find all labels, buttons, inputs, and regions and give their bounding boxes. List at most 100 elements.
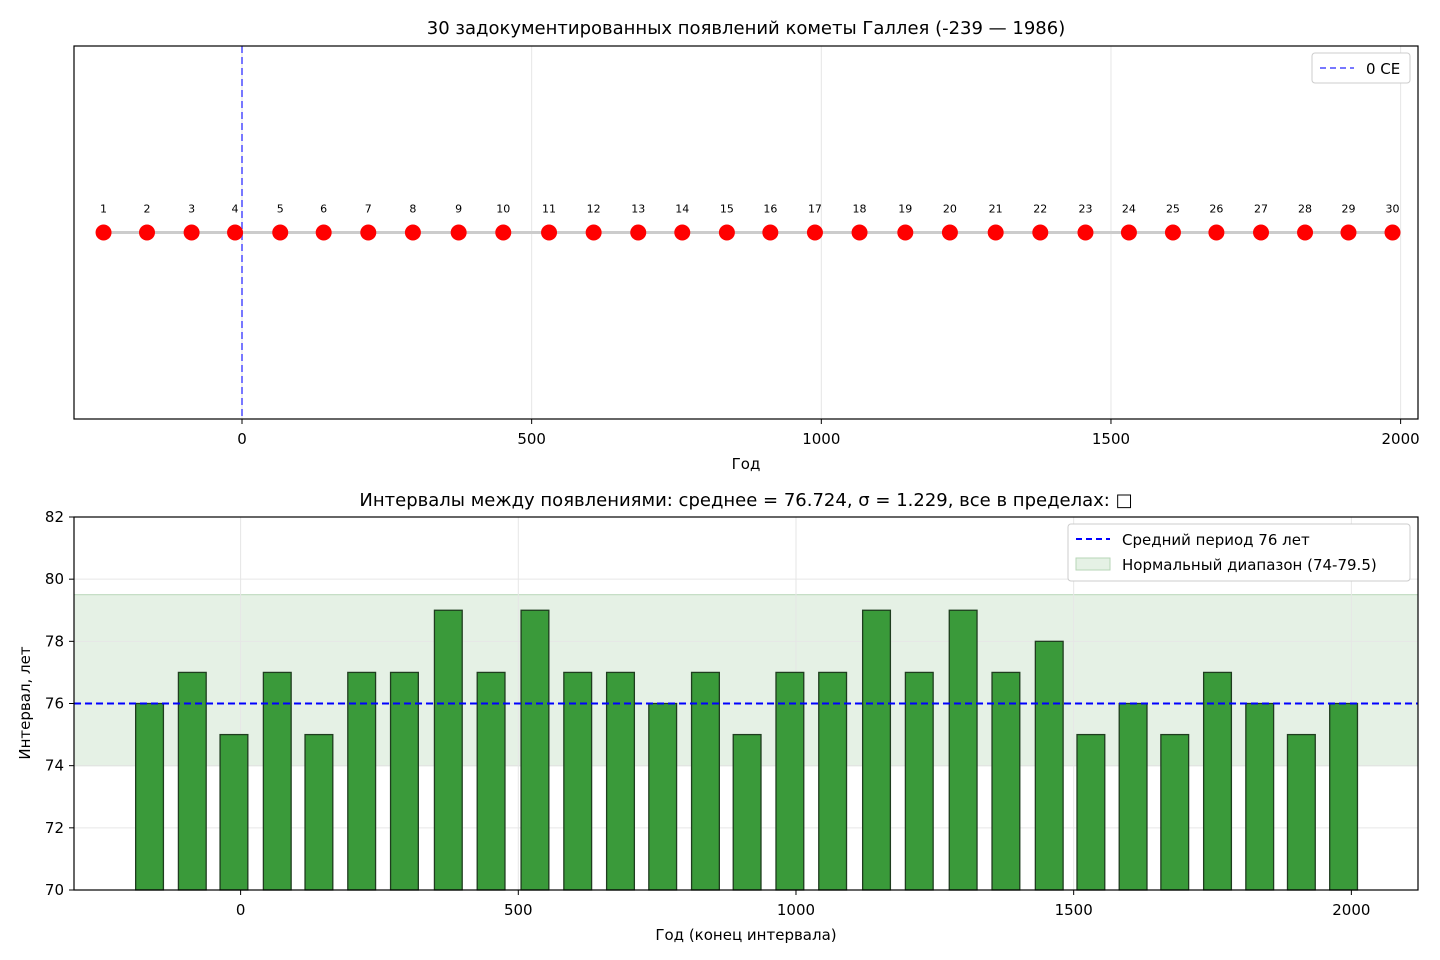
appearance-point bbox=[360, 224, 377, 241]
interval-bar bbox=[476, 671, 506, 891]
appearance-point bbox=[851, 224, 868, 241]
appearance-point bbox=[897, 224, 914, 241]
intervals-title: Интервалы между появлениями: среднее = 7… bbox=[359, 490, 1132, 511]
appearance-point bbox=[1164, 224, 1181, 241]
appearance-point bbox=[272, 224, 289, 241]
legend-normal-range-label: Нормальный диапазон (74-79.5) bbox=[1122, 556, 1377, 574]
appearance-point bbox=[1253, 224, 1270, 241]
appearance-number-label: 24 bbox=[1122, 203, 1136, 216]
appearance-number-label: 3 bbox=[188, 203, 195, 216]
interval-bar bbox=[1076, 733, 1106, 891]
appearance-number-label: 9 bbox=[455, 203, 462, 216]
interval-bar bbox=[948, 609, 978, 891]
appearance-point bbox=[806, 224, 823, 241]
intervals-y-tick-label: 82 bbox=[45, 508, 64, 526]
interval-bar bbox=[690, 671, 720, 891]
appearance-number-label: 13 bbox=[631, 203, 645, 216]
appearance-number-label: 19 bbox=[898, 203, 912, 216]
appearance-number-label: 4 bbox=[232, 203, 239, 216]
intervals-x-tick-label: 500 bbox=[504, 901, 533, 919]
intervals-y-tick-label: 76 bbox=[45, 695, 64, 713]
intervals-legend-box bbox=[1067, 523, 1411, 582]
interval-bar bbox=[1034, 640, 1064, 891]
appearance-point bbox=[95, 224, 112, 241]
intervals-y-tick-label: 78 bbox=[45, 632, 64, 650]
appearance-number-label: 23 bbox=[1078, 203, 1092, 216]
appearance-number-label: 30 bbox=[1386, 203, 1400, 216]
appearance-point bbox=[718, 224, 735, 241]
appearance-number-label: 8 bbox=[409, 203, 416, 216]
interval-bar bbox=[1329, 702, 1359, 891]
appearance-number-label: 25 bbox=[1166, 203, 1180, 216]
intervals-y-tick-label: 74 bbox=[45, 757, 64, 775]
appearance-number-label: 7 bbox=[365, 203, 372, 216]
timeline-x-tick-label: 1000 bbox=[802, 430, 840, 448]
appearance-point bbox=[315, 224, 332, 241]
intervals-x-tick-label: 2000 bbox=[1332, 901, 1370, 919]
appearance-point bbox=[138, 224, 155, 241]
intervals-y-ticks: 70 72 74 76 78 80 82 bbox=[45, 508, 74, 899]
timeline-x-tick-label: 1500 bbox=[1092, 430, 1130, 448]
appearance-number-label: 29 bbox=[1341, 203, 1355, 216]
appearance-point bbox=[541, 224, 558, 241]
interval-bar bbox=[177, 671, 207, 891]
appearance-point bbox=[630, 224, 647, 241]
appearance-number-label: 2 bbox=[143, 203, 150, 216]
appearance-point bbox=[1208, 224, 1225, 241]
appearance-number-label: 17 bbox=[808, 203, 822, 216]
interval-bar bbox=[605, 671, 636, 891]
appearance-point bbox=[1384, 224, 1401, 241]
appearance-number-label: 10 bbox=[496, 203, 510, 216]
appearance-point bbox=[1340, 224, 1357, 241]
intervals-y-tick-label: 80 bbox=[45, 570, 64, 588]
interval-bar bbox=[1245, 702, 1275, 891]
interval-bar bbox=[1160, 733, 1190, 891]
timeline-x-tick-label: 0 bbox=[237, 430, 247, 448]
timeline-title: 30 задокументированных появлений кометы … bbox=[427, 18, 1065, 39]
intervals-x-tick-label: 0 bbox=[236, 901, 246, 919]
interval-bar bbox=[134, 702, 165, 891]
interval-bar bbox=[861, 609, 892, 891]
timeline-legend-box bbox=[1311, 52, 1411, 84]
appearance-point bbox=[1297, 224, 1314, 241]
appearance-point bbox=[495, 224, 512, 241]
interval-bar bbox=[775, 671, 805, 891]
appearance-number-label: 20 bbox=[943, 203, 957, 216]
interval-bar bbox=[262, 671, 292, 891]
interval-bar bbox=[1202, 671, 1233, 891]
intervals-chart: Интервалы между появлениями: среднее = 7… bbox=[16, 490, 1419, 944]
appearance-point bbox=[1077, 224, 1094, 241]
interval-bar bbox=[648, 702, 678, 891]
interval-bar bbox=[433, 609, 463, 891]
appearance-number-label: 15 bbox=[720, 203, 734, 216]
interval-bar bbox=[304, 733, 334, 891]
interval-bar bbox=[991, 671, 1021, 891]
timeline-plot-frame bbox=[73, 45, 1419, 420]
intervals-x-tick-label: 1500 bbox=[1055, 901, 1093, 919]
appearance-point bbox=[227, 224, 244, 241]
timeline-points: 1 2 3 4 5 6 7 8 9 10 11 12 13 14 15 16 17 18 19 20 21 22 23 24 2… bbox=[95, 203, 1401, 241]
timeline-legend: 0 CE bbox=[1311, 52, 1411, 84]
interval-bar bbox=[732, 733, 762, 891]
appearance-point bbox=[762, 224, 779, 241]
appearance-point bbox=[674, 224, 691, 241]
intervals-y-tick-label: 70 bbox=[45, 881, 64, 899]
legend-zero-ce-label: 0 CE bbox=[1366, 60, 1400, 78]
appearance-number-label: 16 bbox=[763, 203, 777, 216]
appearance-number-label: 12 bbox=[587, 203, 601, 216]
timeline-chart: 30 задокументированных появлений кометы … bbox=[73, 18, 1420, 473]
interval-bar bbox=[219, 733, 249, 891]
interval-bar bbox=[347, 671, 377, 891]
intervals-x-tick-label: 1000 bbox=[777, 901, 815, 919]
appearance-number-label: 27 bbox=[1254, 203, 1268, 216]
interval-bar bbox=[520, 609, 550, 891]
timeline-x-tick-label: 500 bbox=[517, 430, 546, 448]
interval-bar bbox=[818, 671, 848, 891]
appearance-number-label: 18 bbox=[853, 203, 867, 216]
appearance-point bbox=[1032, 224, 1049, 241]
interval-bar bbox=[1286, 733, 1316, 891]
legend-normal-range-swatch bbox=[1075, 557, 1111, 571]
interval-bar bbox=[563, 671, 593, 891]
appearance-point bbox=[404, 224, 421, 241]
appearance-number-label: 14 bbox=[675, 203, 689, 216]
